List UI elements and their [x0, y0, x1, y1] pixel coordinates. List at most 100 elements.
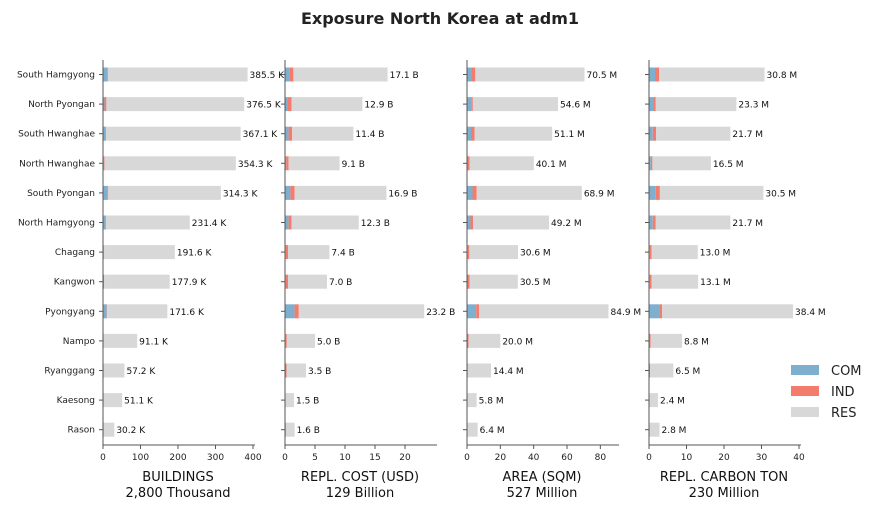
data-label: 3.5 B: [308, 367, 331, 377]
data-label: 30.8 M: [767, 71, 798, 81]
bar-res: [103, 422, 115, 437]
bar-res: [656, 126, 731, 141]
bar-ind: [652, 215, 656, 230]
data-label: 21.7 M: [732, 219, 763, 229]
data-label: 23.3 M: [738, 101, 769, 111]
bar-res: [293, 67, 388, 82]
bar-com: [649, 97, 654, 112]
legend-swatch-ind: [791, 386, 819, 396]
bar-res: [107, 304, 168, 319]
bar-res: [104, 274, 170, 289]
category-label: Pyongyang: [45, 307, 95, 317]
data-label: 12.3 B: [361, 219, 390, 229]
data-label: 30.5 M: [765, 189, 796, 199]
bar-ind: [288, 215, 292, 230]
data-label: 20.0 M: [502, 337, 533, 347]
bar-ind: [472, 67, 476, 82]
bar-ind: [467, 274, 470, 289]
bar-res: [469, 274, 518, 289]
bar-com: [467, 304, 477, 319]
bar-res: [468, 333, 501, 348]
data-label: 2.4 M: [660, 397, 685, 407]
data-label: 5.8 M: [479, 397, 504, 407]
x-tick-label: 0: [646, 453, 652, 463]
bar-ind: [105, 126, 106, 141]
data-label: 14.4 M: [493, 367, 524, 377]
legend-swatch-res: [791, 407, 819, 417]
bar-res: [288, 156, 340, 171]
bar-com: [103, 97, 105, 112]
bar-com: [103, 185, 108, 200]
category-label: Kangwon: [54, 278, 95, 288]
bar-res: [659, 67, 765, 82]
bar-res: [108, 185, 221, 200]
bar-res: [467, 422, 478, 437]
bar-ind: [288, 97, 292, 112]
category-label: Kaesong: [57, 396, 95, 406]
bar-res: [104, 156, 236, 171]
bar-res: [649, 422, 660, 437]
bar-ind: [659, 304, 663, 319]
category-label: Nampo: [63, 337, 96, 347]
x-tick-label: 100: [132, 453, 149, 463]
category-label: Ryanggang: [44, 367, 95, 377]
data-label: 376.5 K: [246, 101, 282, 111]
data-label: 6.4 M: [480, 426, 505, 436]
legend-label-res: RES: [831, 406, 857, 421]
x-tick-label: 10: [681, 453, 693, 463]
panel-2: 17.1 B 12.9 B 11.4 B 9.1 B 16.9 B 12.3 B 7.4 B…: [281, 60, 455, 501]
bar-res: [655, 215, 731, 230]
category-label: North Hamgyong: [18, 219, 95, 229]
bar-res: [107, 67, 248, 82]
bar-res: [292, 126, 354, 141]
bar-ind: [104, 97, 107, 112]
bar-ind: [289, 67, 294, 82]
data-label: 314.3 K: [223, 189, 259, 199]
data-label: 91.1 K: [139, 337, 169, 347]
data-label: 1.5 B: [296, 397, 319, 407]
bar-com: [467, 215, 471, 230]
data-label: 385.5 K: [250, 71, 286, 81]
bar-ind: [468, 156, 470, 171]
bar-res: [650, 333, 682, 348]
data-label: 7.0 B: [329, 278, 352, 288]
data-label: 11.4 B: [355, 130, 384, 140]
bar-res: [288, 245, 330, 260]
bar-res: [294, 185, 387, 200]
legend: COM IND RES: [791, 364, 862, 421]
data-label: 1.6 B: [297, 426, 320, 436]
bar-res: [659, 185, 764, 200]
bar-com: [649, 156, 651, 171]
bar-res: [291, 97, 363, 112]
x-tick-label: 200: [169, 453, 186, 463]
bar-com: [649, 185, 656, 200]
data-label: 171.6 K: [169, 308, 205, 318]
x-tick-label: 0: [464, 453, 470, 463]
bar-ind: [649, 245, 652, 260]
x-tick-label: 5: [312, 453, 318, 463]
bar-ind: [471, 126, 475, 141]
data-label: 231.4 K: [192, 219, 228, 229]
bar-ind: [285, 363, 287, 378]
bar-ind: [655, 185, 660, 200]
data-label: 23.2 B: [426, 308, 455, 318]
bar-ind: [472, 185, 477, 200]
legend-label-ind: IND: [831, 385, 855, 400]
data-label: 70.5 M: [587, 71, 618, 81]
x-axis-label: AREA (SQM): [502, 470, 581, 485]
bar-com: [285, 304, 295, 319]
data-label: 5.0 B: [317, 337, 340, 347]
bar-ind: [467, 245, 470, 260]
category-label: South Hwanghae: [18, 130, 95, 140]
x-tick-label: 20: [495, 453, 507, 463]
bar-com: [649, 215, 653, 230]
bar-com: [649, 67, 655, 82]
bar-ind: [470, 215, 473, 230]
bar-res: [652, 156, 711, 171]
bar-res: [655, 97, 737, 112]
x-tick-label: 0: [100, 453, 106, 463]
data-label: 367.1 K: [243, 130, 279, 140]
bar-ind: [650, 156, 653, 171]
bar-ind: [467, 363, 468, 378]
data-label: 13.1 M: [700, 278, 731, 288]
